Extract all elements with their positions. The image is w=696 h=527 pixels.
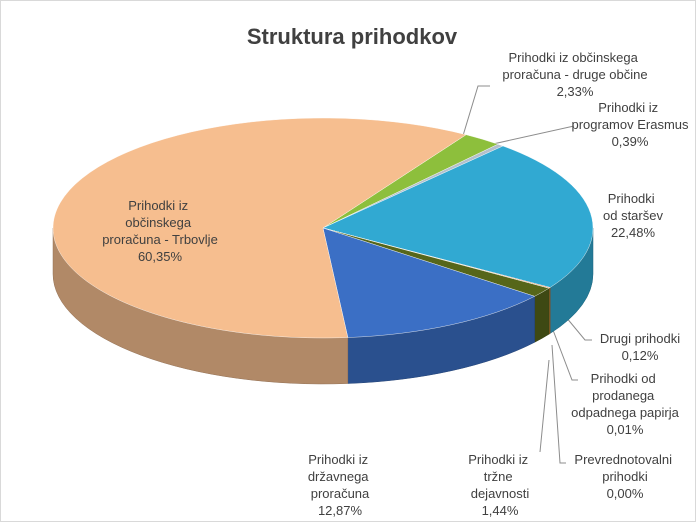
value-label: 1,44% <box>482 503 519 518</box>
slice-label: Drugi prihodki <box>600 331 680 346</box>
slice-side <box>535 288 549 342</box>
label-line: Prevrednotovalni <box>574 452 675 467</box>
label-line: prihodki <box>602 469 648 484</box>
label-line: Prihodki iz <box>128 198 192 213</box>
value-label: 22,48% <box>611 225 656 240</box>
label-line: Prihodki iz <box>308 452 372 467</box>
label-line: občinskega <box>125 215 194 230</box>
label-line: Prihodki od <box>591 371 660 386</box>
label-line: tržne <box>484 469 517 484</box>
label-line: državnega <box>308 469 372 484</box>
value-label: 12,87% <box>318 503 363 518</box>
label-line: od staršev <box>603 208 663 223</box>
label-line: Prihodki iz <box>598 100 662 115</box>
value-label: 0,00% <box>607 486 644 501</box>
value-label: 0,39% <box>612 134 649 149</box>
value-label: 2,33% <box>557 84 594 99</box>
label-line: Prihodki iz <box>468 452 532 467</box>
value-label: 0,01% <box>607 422 644 437</box>
label-line: proračuna - Trbovlje <box>102 232 218 247</box>
label-line: Prihodki <box>608 191 659 206</box>
label-line: prodanega <box>592 388 658 403</box>
label-line: odpadnega papirja <box>571 405 679 420</box>
label-line: Drugi prihodki <box>600 331 680 346</box>
value-label: 0,12% <box>622 348 659 363</box>
value-label: 60,35% <box>138 249 183 264</box>
label-line: programov Erasmus <box>571 117 689 132</box>
label-line: proračuna - druge občine <box>502 67 647 82</box>
chart-title: Struktura prihodkov <box>247 24 458 49</box>
label-line: proračuna <box>311 486 370 501</box>
slice-label: Prihodki iz državnega proračuna <box>308 452 372 501</box>
label-line: dejavnosti <box>471 486 530 501</box>
label-line: Prihodki iz občinskega <box>509 50 642 65</box>
